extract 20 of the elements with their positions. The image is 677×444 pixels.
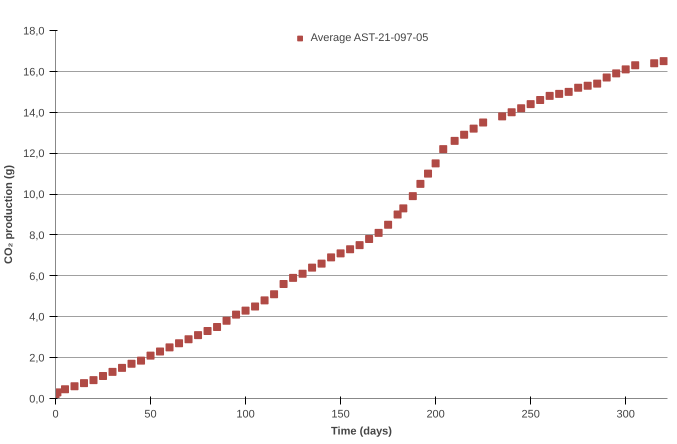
- y-tick-label: 4,0: [29, 312, 45, 324]
- y-tick-label: 14,0: [23, 107, 45, 120]
- y-tick-label: 8,0: [29, 230, 45, 242]
- y-tick-label: 6,0: [29, 270, 45, 283]
- x-tick-label: 300: [616, 408, 635, 420]
- y-tick-label: 0,0: [29, 394, 45, 406]
- x-axis-title: Time (days): [331, 426, 392, 438]
- y-tick-label: 16,0: [23, 66, 45, 78]
- x-tick-label: 0: [52, 408, 59, 420]
- y-tick-label: 10,0: [23, 189, 45, 202]
- x-tick-label: 150: [331, 408, 350, 420]
- x-tick-label: 100: [236, 408, 255, 420]
- y-tick-label: 12,0: [23, 148, 45, 160]
- y-tick-label: 2,0: [29, 352, 45, 365]
- y-tick-label: 18,0: [23, 26, 45, 38]
- y-axis-title: CO₂ production (g): [3, 164, 16, 264]
- x-tick-label: 250: [521, 408, 540, 420]
- legend-label: Average AST-21-097-05: [310, 32, 428, 44]
- x-tick-label: 50: [144, 408, 157, 420]
- x-tick-label: 200: [426, 408, 445, 420]
